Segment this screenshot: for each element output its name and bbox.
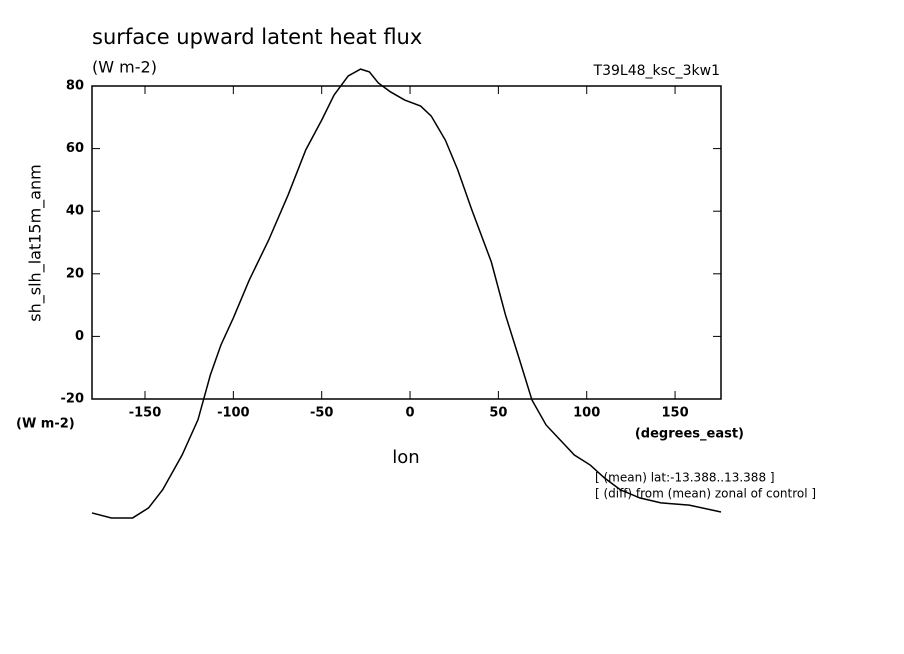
x-axis-units: (degrees_east) bbox=[635, 427, 744, 442]
annotation: [ (mean) lat:-13.388..13.388 ] bbox=[595, 471, 775, 485]
plot-frame bbox=[91, 85, 722, 400]
x-tick-label: -100 bbox=[217, 406, 250, 421]
x-tick-label: -50 bbox=[310, 406, 334, 421]
y-tick-label: 20 bbox=[66, 266, 84, 281]
x-tick-label: 50 bbox=[489, 406, 507, 421]
x-tick-label: 0 bbox=[406, 406, 415, 421]
x-tick-label: -150 bbox=[129, 406, 162, 421]
y-axis-label: sh_slh_lat15m_anm bbox=[26, 164, 46, 321]
y-tick-label: 80 bbox=[66, 79, 84, 94]
x-tick-label: 150 bbox=[661, 406, 688, 421]
x-tick-label: 100 bbox=[573, 406, 600, 421]
y-axis-units: (W m-2) bbox=[16, 417, 75, 432]
data-line bbox=[91, 68, 722, 519]
y-tick-label: 40 bbox=[66, 204, 84, 219]
experiment-label: T39L48_ksc_3kw1 bbox=[593, 63, 720, 79]
y-tick-label: 0 bbox=[75, 329, 84, 344]
chart-title: surface upward latent heat flux bbox=[92, 25, 422, 49]
y-tick-label: 60 bbox=[66, 141, 84, 156]
y-tick-label: -20 bbox=[61, 392, 85, 407]
annotation: [ (diff) from (mean) zonal of control ] bbox=[595, 487, 816, 501]
subtitle: (W m-2) bbox=[92, 58, 157, 77]
x-axis-label: lon bbox=[392, 447, 419, 468]
